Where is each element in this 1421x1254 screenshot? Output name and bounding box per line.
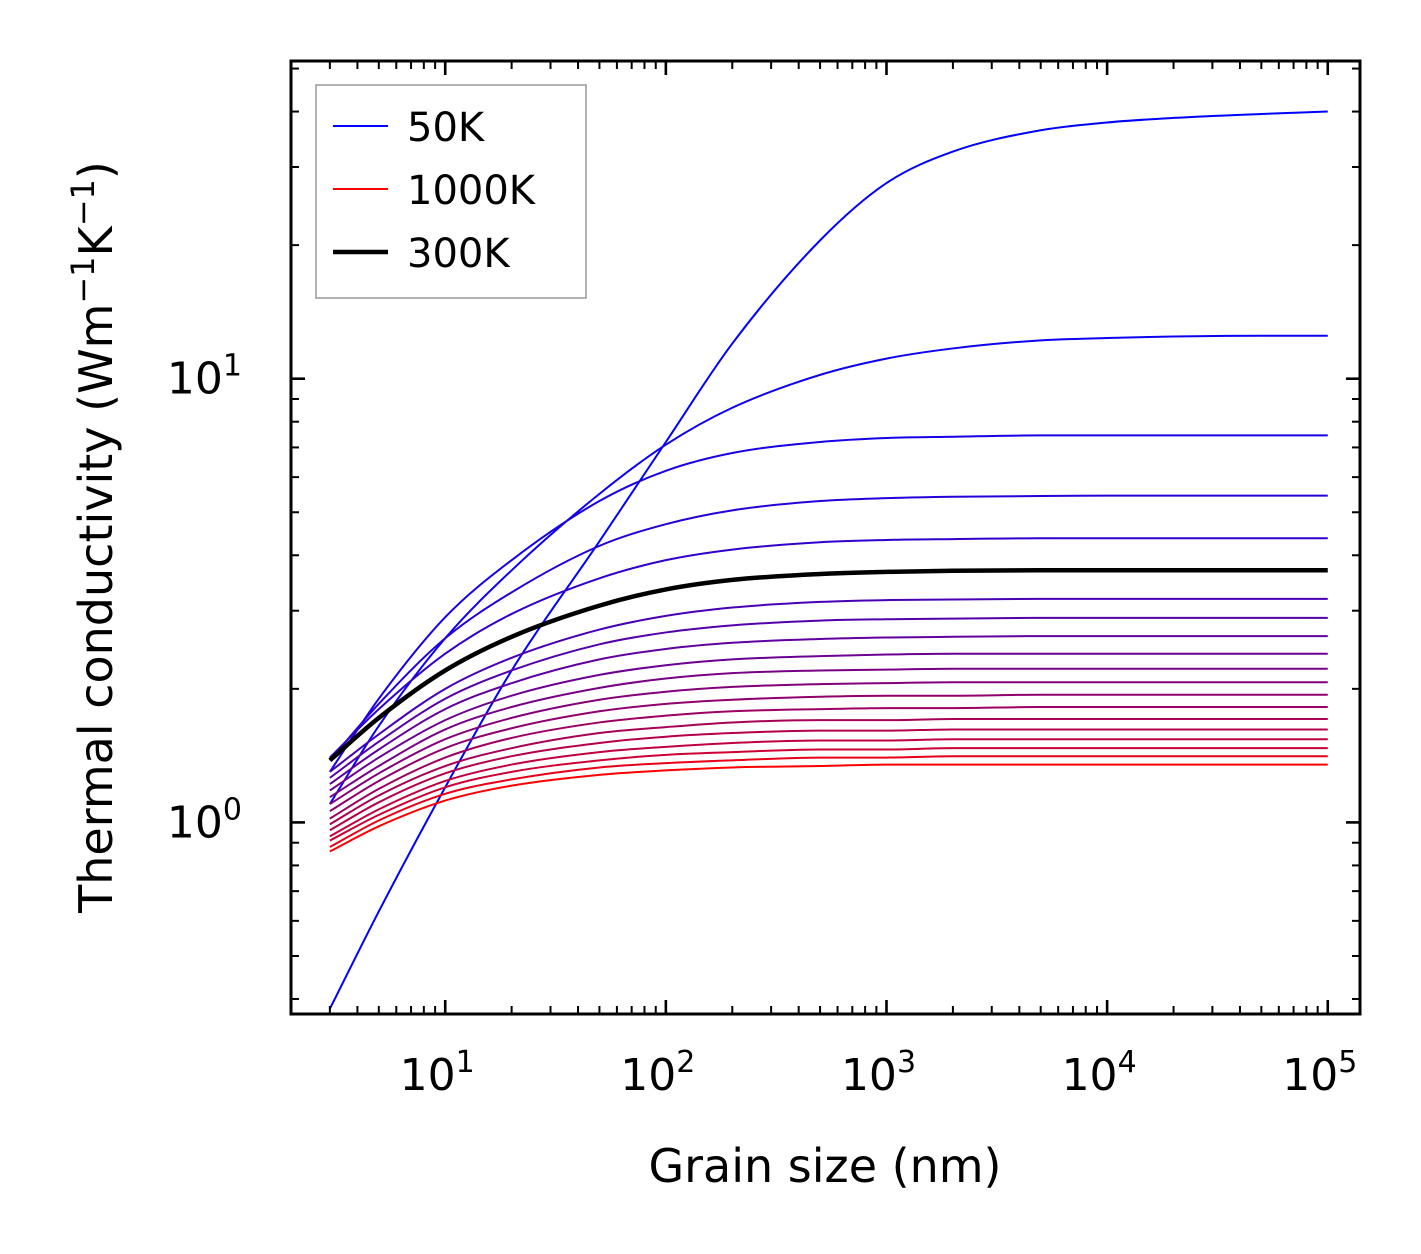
- series-line-750k: [329, 718, 1328, 826]
- series-line-550k: [329, 667, 1328, 799]
- x-tick-exponent: 1: [456, 1045, 475, 1080]
- series-line-850k: [329, 738, 1328, 838]
- series-line-950k: [329, 755, 1328, 848]
- series-line-400k: [329, 616, 1328, 779]
- series-line-800k: [329, 728, 1328, 832]
- legend-entry-50k: 50K: [333, 105, 486, 151]
- x-tick-label-100: 102: [620, 1045, 695, 1101]
- series-line-100k: [329, 334, 1328, 805]
- y-tick-label-10: 101: [167, 349, 242, 405]
- x-tick-exponent: 2: [676, 1045, 695, 1080]
- legend-label-1000k: 1000K: [407, 168, 537, 214]
- x-tick-label-10000: 104: [1062, 1045, 1137, 1101]
- y-axis-label-k-unit: K: [69, 224, 123, 256]
- legend: 50K 1000K 300K: [315, 84, 587, 299]
- legend-entry-1000k: 1000K: [333, 168, 537, 214]
- x-tick-base: 10: [620, 1050, 676, 1101]
- y-axis-label-k-exponent: −1: [64, 179, 102, 226]
- series-line-450k: [329, 635, 1328, 785]
- y-tick-exponent: 0: [223, 792, 242, 827]
- series-line-700k: [329, 706, 1328, 820]
- y-tick-base: 10: [167, 797, 223, 848]
- x-tick-exponent: 4: [1118, 1045, 1137, 1080]
- y-axis-label-close-paren: ): [69, 161, 123, 179]
- series-line-600k: [329, 681, 1328, 805]
- x-tick-labels: 101 102 103 104 105: [400, 1045, 1358, 1101]
- legend-entry-300k: 300K: [333, 231, 511, 277]
- legend-label-50k: 50K: [407, 105, 486, 151]
- y-tick-base: 10: [167, 354, 223, 405]
- x-tick-base: 10: [1062, 1050, 1118, 1101]
- series-line-200k: [329, 494, 1328, 761]
- x-tick-base: 10: [841, 1050, 897, 1101]
- series-line-300k: [328, 568, 1328, 763]
- x-axis-label: Grain size (nm): [649, 1139, 1002, 1193]
- x-tick-base: 10: [400, 1050, 456, 1101]
- x-tick-label-100000: 105: [1282, 1045, 1357, 1101]
- series-line-900k: [329, 747, 1328, 842]
- x-tick-label-10: 101: [400, 1045, 475, 1101]
- y-tick-exponent: 1: [223, 349, 242, 384]
- series-layer: [328, 110, 1328, 1010]
- series-line-500k: [329, 652, 1328, 792]
- plot-frame: [289, 59, 1362, 1016]
- x-tick-exponent: 5: [1338, 1045, 1357, 1080]
- series-line-650k: [329, 693, 1328, 813]
- legend-frame: [315, 84, 587, 299]
- x-tick-label-1000: 103: [841, 1045, 916, 1101]
- y-axis-label-text: Thermal conductivity (Wm: [69, 304, 123, 914]
- series-line-350k: [329, 597, 1328, 773]
- legend-label-300k: 300K: [407, 231, 511, 277]
- series-line-250k: [329, 537, 1328, 759]
- x-tick-exponent: 3: [897, 1045, 916, 1080]
- series-line-150k: [329, 434, 1328, 773]
- series-line-50k: [328, 110, 1328, 1010]
- y-axis-label-m-exponent: −1: [64, 256, 102, 303]
- series-line-1000k: [329, 763, 1328, 853]
- y-axis-label: Thermal conductivity (Wm−1K−1): [64, 161, 123, 914]
- y-tick-label-1: 100: [167, 792, 242, 848]
- x-tick-base: 10: [1282, 1050, 1338, 1101]
